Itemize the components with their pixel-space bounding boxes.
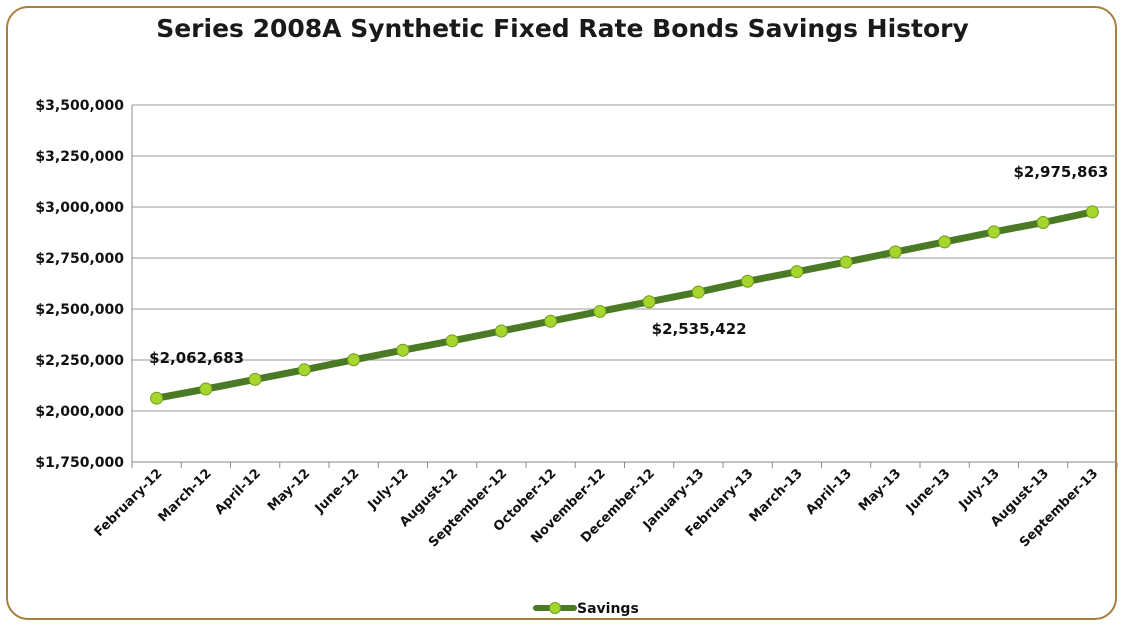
data-point: [593, 304, 607, 318]
data-point: [199, 382, 213, 396]
data-point: [642, 295, 656, 309]
legend-marker: [549, 602, 561, 614]
data-point: [347, 353, 361, 367]
y-tick-label: $2,750,000: [35, 251, 124, 267]
data-point: [1085, 205, 1099, 219]
data-point: [839, 255, 853, 269]
data-point: [248, 372, 262, 386]
x-tick-label: March-12: [156, 466, 215, 525]
data-point: [150, 391, 164, 405]
y-tick-label: $2,500,000: [35, 302, 124, 318]
data-point: [494, 324, 508, 338]
data-point: [790, 265, 804, 279]
x-tick-label: April-13: [803, 466, 855, 518]
y-tick-label: $1,750,000: [35, 455, 124, 471]
y-tick-label: $3,000,000: [35, 200, 124, 216]
series-line-savings: [153, 208, 1096, 402]
x-tick-label: February-12: [92, 466, 166, 540]
data-point: [1036, 216, 1050, 230]
data-point: [888, 245, 902, 259]
x-tick-label: June-12: [312, 466, 363, 517]
chart-frame: [6, 6, 1117, 620]
x-tick-label: May-13: [856, 466, 904, 514]
x-tick-label: June-13: [903, 466, 954, 517]
data-point: [544, 314, 558, 328]
x-tick-label: April-12: [212, 466, 264, 518]
data-point: [297, 363, 311, 377]
y-tick-label: $2,000,000: [35, 404, 124, 420]
y-tick-label: $2,250,000: [35, 353, 124, 369]
chart-title: Series 2008A Synthetic Fixed Rate Bonds …: [156, 14, 969, 43]
y-tick-label: $3,500,000: [35, 98, 124, 114]
data-label: $2,975,863: [1013, 163, 1108, 181]
x-tick-label: March-13: [747, 466, 806, 525]
data-point: [741, 274, 755, 288]
data-point: [987, 225, 1001, 239]
data-label: $2,535,422: [652, 320, 747, 338]
data-point: [396, 343, 410, 357]
data-point: [445, 334, 459, 348]
legend-label: Savings: [577, 601, 639, 617]
data-point: [691, 285, 705, 299]
data-point: [938, 235, 952, 249]
x-tick-label: May-12: [265, 466, 313, 514]
x-tick-label: July-13: [956, 466, 1003, 513]
data-label: $2,062,683: [149, 349, 244, 367]
x-tick-label: July-12: [365, 466, 412, 513]
y-tick-label: $3,250,000: [35, 149, 124, 165]
